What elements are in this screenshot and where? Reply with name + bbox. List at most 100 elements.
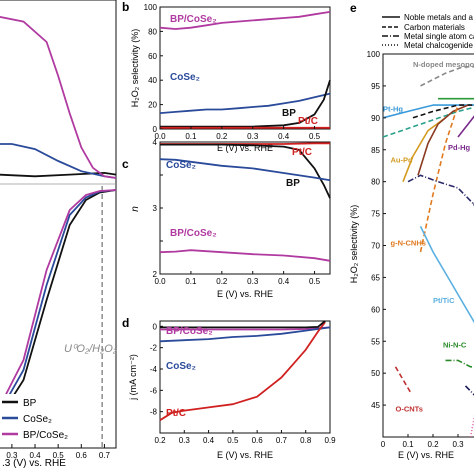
label-cose2: CoSe₂ <box>166 160 196 171</box>
x-tick-label: 0.7 <box>276 436 288 445</box>
ring-current-bp <box>0 171 117 178</box>
x-tick-label: 0.4 <box>203 436 215 445</box>
y-tick-label: -2 <box>150 344 158 353</box>
x-tick-label: 0.5 <box>53 451 65 460</box>
x-tick-label: 0.2 <box>216 277 228 286</box>
label-ptc: Pt/C <box>298 116 318 127</box>
panel-a-x-label: .3 (V) vs. RHE <box>2 458 66 469</box>
series-line-bp-cose <box>159 249 331 262</box>
y-tick-label: 0 <box>153 322 158 331</box>
y-tick-label: -4 <box>150 365 158 374</box>
panel-e-series <box>382 66 474 438</box>
y-tick-label: 90 <box>371 114 380 123</box>
series-line-navy-dashdot <box>464 385 474 396</box>
disk-current-cose <box>0 189 117 414</box>
legend-label-bp-cose2: BP/CoSe₂ <box>23 430 68 441</box>
series-label-n-doped-mesoporous-c: N-doped mesoporous C <box>413 60 474 69</box>
y-tick-label: 4 <box>153 138 158 147</box>
panel-d-ticks: 0.2 0.3 0.4 0.5 0.6 0.7 0.8 0.9 0 -2 -4 -6 -8 <box>150 322 336 445</box>
ring-current-bp-cose <box>0 15 117 179</box>
x-tick-label: 0.2 <box>427 440 439 449</box>
panel-a: 0.3 0.4 0.5 0.6 0.7 U⁰O₂/H₂O₂ BP CoSe₂ BP/Co… <box>0 0 118 469</box>
x-tick-label: 0.5 <box>309 132 321 141</box>
y-tick-label: 40 <box>148 76 157 85</box>
x-tick-label: 0.4 <box>278 277 290 286</box>
panel-c-y-label: n <box>130 206 141 212</box>
x-tick-label: 0.0 <box>154 132 166 141</box>
panel-d-frame <box>159 320 331 434</box>
series-line-o-cnts <box>394 366 412 393</box>
series-line-teal-dash <box>382 106 474 138</box>
series-line-brown <box>417 104 469 176</box>
y-tick-label: 100 <box>367 50 381 59</box>
panel-c-series <box>159 142 331 262</box>
legend-label-chalcogenide: Metal chalcogenide <box>404 41 473 50</box>
y-tick-label: 45 <box>371 401 380 410</box>
label-bp: BP <box>286 178 300 189</box>
panel-e-y-label: H₂O₂ selectivity (%) <box>349 205 359 284</box>
panel-b-y-label: H₂O₂ selectivity (%) <box>130 29 140 108</box>
x-tick-label: 0.3 <box>179 436 191 445</box>
panel-b-ticks: 0.0 0.1 0.2 0.3 0.4 0.5 0 20 40 60 80 100 <box>144 3 321 141</box>
label-bp-cose2: BP/CoSe₂ <box>170 228 217 239</box>
series-line-black-dash <box>412 104 474 119</box>
y-tick-label: 60 <box>371 305 380 314</box>
panel-d: d 0.2 0.3 0.4 0.5 0.6 0.7 0.8 0.9 0 -2 -4 -6 -8 j (m… <box>122 316 336 460</box>
legend-label-cose2: CoSe₂ <box>23 414 52 425</box>
series-label-ni-n-c: Ni-N-C <box>443 341 467 350</box>
x-tick-label: 0.2 <box>154 436 166 445</box>
y-tick-label: 0 <box>153 125 158 134</box>
y-tick-label: 95 <box>371 82 380 91</box>
panel-e-x-label: E (V) vs. RHE <box>398 450 454 460</box>
x-tick-label: 0.3 <box>247 132 259 141</box>
y-tick-label: -8 <box>150 408 158 417</box>
legend-label-carbon: Carbon materials <box>404 23 465 32</box>
x-tick-label: 0.4 <box>278 132 290 141</box>
series-label-pt-tic: Pt/TiC <box>433 296 455 305</box>
y-tick-label: 65 <box>371 273 380 282</box>
label-cose2: CoSe₂ <box>170 72 200 83</box>
label-ptc: Pt/C <box>166 408 186 419</box>
y-tick-label: 60 <box>148 52 157 61</box>
series-line-co-n <box>407 174 474 206</box>
series-line-g-n-cnhs <box>419 104 459 253</box>
x-tick-label: 0.0 <box>154 277 166 286</box>
label-bp-cose2: BP/CoSe₂ <box>170 14 217 25</box>
panel-b: b 0.0 0.1 0.2 0.3 0.4 0.5 0 20 40 60 80 100 H₂O₂ se… <box>122 0 331 153</box>
y-tick-label: 55 <box>371 337 380 346</box>
series-line-cose <box>159 158 331 182</box>
y-tick-label: 2 <box>153 270 158 279</box>
x-tick-label: 0.6 <box>76 451 88 460</box>
x-tick-label: 0.9 <box>324 436 336 445</box>
y-tick-label: 70 <box>371 242 380 251</box>
panel-b-x-label: E (V) vs. RHE <box>217 143 273 153</box>
y-tick-label: 3 <box>153 204 158 213</box>
x-tick-label: 0.7 <box>99 451 111 460</box>
panel-d-x-label: E (V) vs. RHE <box>217 450 273 460</box>
panel-a-frame <box>0 0 117 449</box>
panel-e-letter: e <box>350 1 357 15</box>
disk-current-bp-cose <box>0 189 117 409</box>
label-ptc: Pt/C <box>292 147 312 158</box>
y-tick-label: 50 <box>371 369 380 378</box>
x-tick-label: 0 <box>381 440 386 449</box>
series-line-pd-hg <box>457 115 474 138</box>
y-tick-label: 20 <box>148 101 157 110</box>
y-tick-label: 85 <box>371 146 380 155</box>
series-line-bp <box>160 320 326 329</box>
y-tick-label: 100 <box>144 3 158 12</box>
x-tick-label: 0.2 <box>216 132 228 141</box>
x-tick-label: 0.1 <box>185 132 197 141</box>
panel-a-legend: BP CoSe₂ BP/CoSe₂ <box>0 394 68 444</box>
y-tick-label: 80 <box>371 178 380 187</box>
y-tick-label: -6 <box>150 386 158 395</box>
panel-e: e Noble metals and a Carbon materials Me… <box>349 1 474 460</box>
series-line-pt-tic <box>419 225 474 324</box>
x-tick-label: 0.8 <box>300 436 312 445</box>
panel-c-ticks: 0.0 0.1 0.2 0.3 0.4 0.5 2 3 4 <box>153 138 321 286</box>
y-tick-label: 80 <box>148 27 157 36</box>
series-label-pt-hg: Pt-Hg <box>383 104 403 113</box>
x-tick-label: 0.4 <box>29 451 41 460</box>
